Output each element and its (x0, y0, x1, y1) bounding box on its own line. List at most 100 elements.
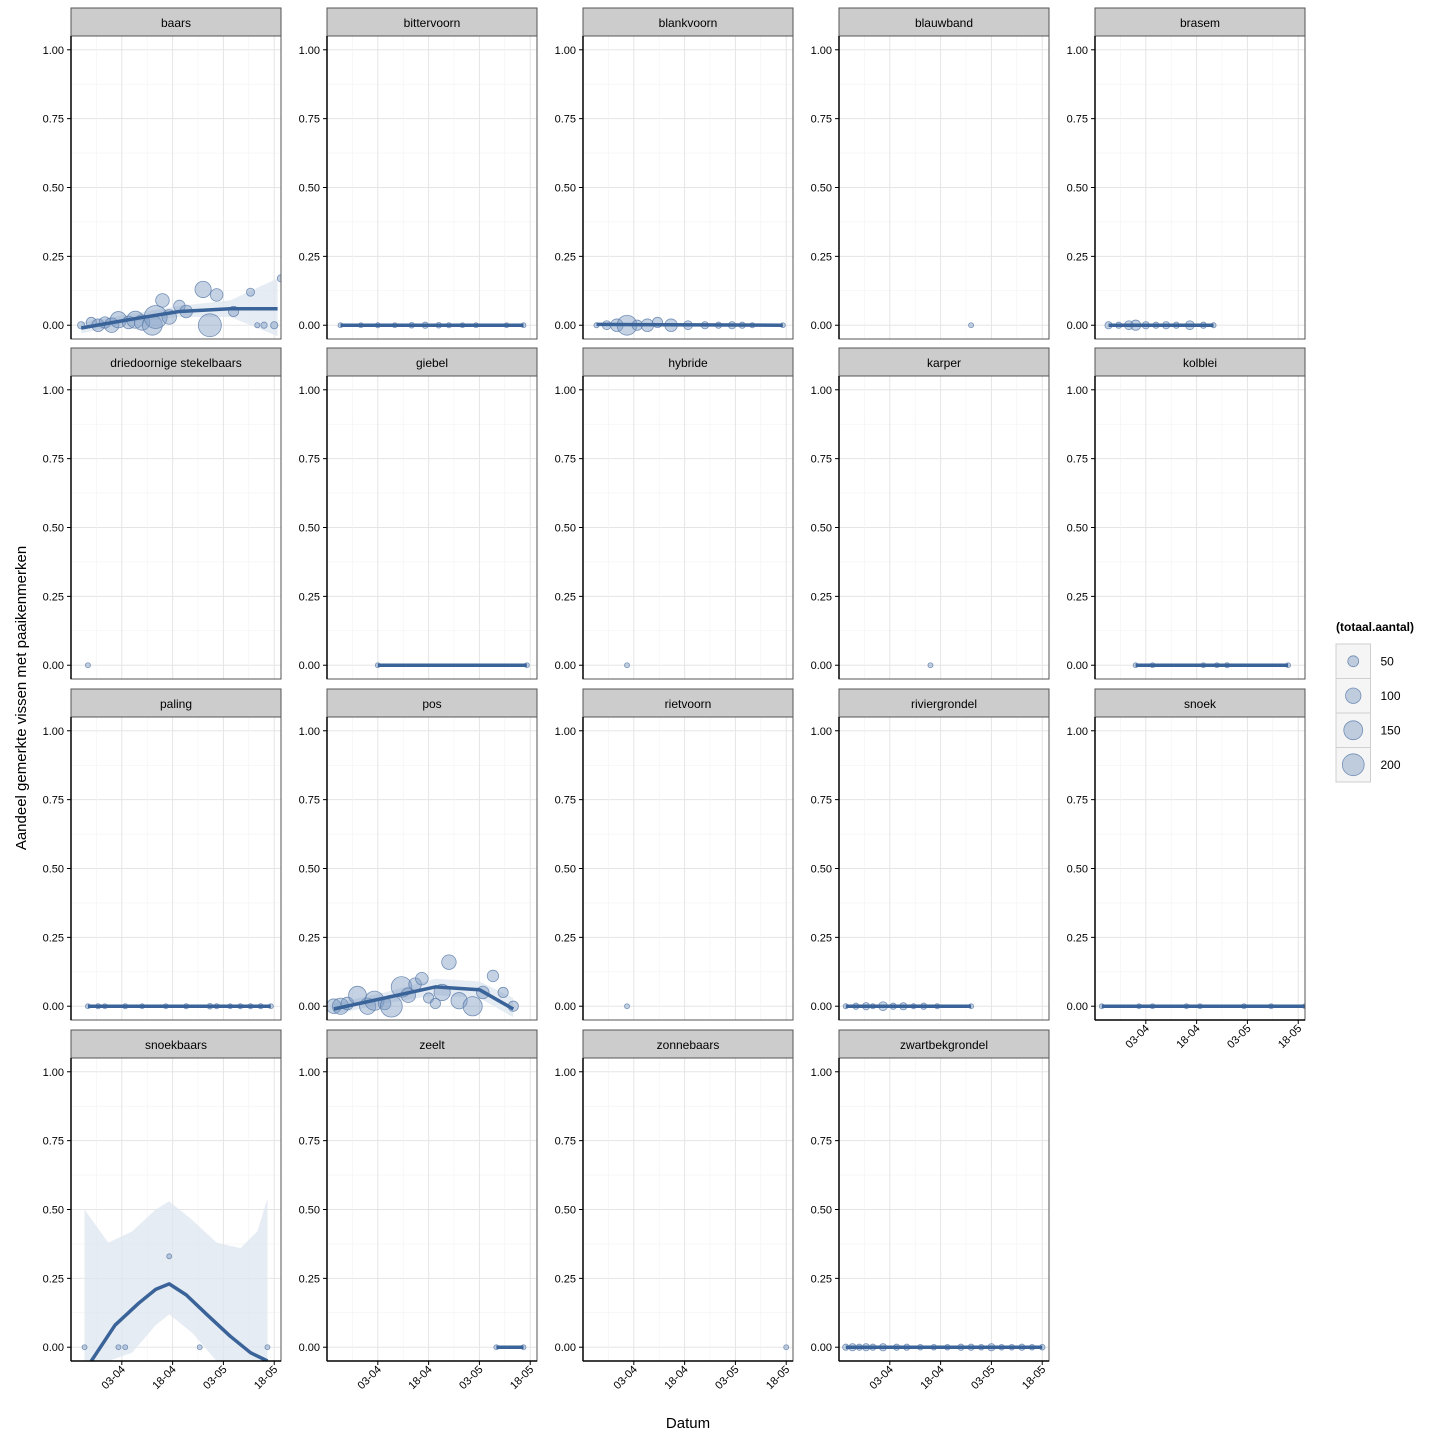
facet-strip (326, 1029, 538, 1059)
y-tick-label: 0.50 (299, 183, 320, 195)
panel-data (968, 322, 974, 329)
panel-snoekbaars: snoekbaars 0.00 0.25 0.50 0.75 1.00 03-04 18-04… (43, 1029, 282, 1392)
y-tick-label: 0.75 (555, 1136, 576, 1148)
y-tick-label: 0.00 (555, 320, 576, 332)
smooth-line (80, 306, 278, 330)
data-point (166, 1253, 173, 1260)
legend-key-symbol (1345, 687, 1362, 704)
panel-data (374, 662, 530, 669)
y-tick-label: 0.25 (299, 932, 320, 944)
data-point (122, 1344, 129, 1351)
facet-strip (582, 1029, 794, 1059)
x-tick-label: 03-05 (969, 1364, 997, 1392)
facet-label: baars (161, 16, 191, 30)
data-point (783, 1344, 790, 1351)
y-tick-label: 0.25 (555, 591, 576, 603)
panel-data (85, 1003, 274, 1010)
data-point (462, 996, 483, 1017)
y-tick-label: 1.00 (43, 385, 64, 397)
y-tick-label: 0.25 (43, 251, 64, 263)
panel-pos: pos 0.00 0.25 0.50 0.75 1.00 (299, 688, 538, 1021)
legend: (totaal.aantal) 50 100 150 200 (1335, 620, 1414, 783)
y-tick-label: 0.75 (555, 795, 576, 807)
y-tick-label: 1.00 (299, 45, 320, 57)
panel-data (493, 1344, 527, 1351)
panel-data (842, 1343, 1046, 1352)
data-point (624, 1003, 630, 1010)
panel-rietvoorn: rietvoorn 0.00 0.25 0.50 0.75 1.00 (555, 688, 794, 1021)
data-point (441, 954, 457, 970)
panel-riviergrondel: riviergrondel 0.00 0.25 0.50 0.75 1.00 (811, 688, 1050, 1021)
confidence-ribbon (81, 278, 278, 337)
data-point (85, 662, 91, 669)
data-point (497, 986, 509, 998)
legend-keys: 50 100 150 200 (1335, 643, 1401, 783)
y-tick-label: 1.00 (811, 385, 832, 397)
panel-giebel: giebel 0.00 0.25 0.50 0.75 1.00 (299, 347, 538, 680)
legend-key-label: 100 (1381, 689, 1401, 703)
y-tick-label: 0.25 (299, 591, 320, 603)
data-point (486, 969, 500, 983)
y-tick-label: 0.00 (555, 1342, 576, 1354)
x-tick-label: 03-04 (868, 1364, 896, 1392)
grid-lines (327, 376, 537, 679)
data-point (415, 971, 429, 986)
x-tick-label: 03-04 (100, 1364, 128, 1392)
legend-key-symbol (1341, 753, 1365, 777)
y-tick-label: 0.75 (811, 1136, 832, 1148)
y-tick-label: 0.50 (811, 1205, 832, 1217)
legend-key-label: 200 (1381, 758, 1401, 772)
y-tick-label: 0.25 (43, 1273, 64, 1285)
data-point (264, 1344, 271, 1351)
y-tick-label: 0.00 (299, 660, 320, 672)
y-tick-label: 0.75 (299, 454, 320, 466)
y-tick-label: 0.75 (299, 795, 320, 807)
y-tick-label: 0.00 (555, 1001, 576, 1013)
data-point (246, 287, 255, 297)
x-tick-label: 03-05 (713, 1364, 741, 1392)
y-tick-label: 1.00 (1067, 385, 1088, 397)
legend-key-symbol (1343, 720, 1364, 741)
y-tick-label: 0.50 (555, 864, 576, 876)
data-point (196, 1344, 203, 1351)
legend-key-box (1335, 712, 1371, 748)
panel-snoek: snoek 0.00 0.25 0.50 0.75 1.00 03-04 18-04 03-05… (1067, 688, 1306, 1051)
y-tick-label: 0.50 (1067, 183, 1088, 195)
grid-lines (1095, 36, 1305, 339)
y-tick-label: 0.75 (43, 1136, 64, 1148)
panel-zonnebaars: zonnebaars 0.00 0.25 0.50 0.75 1.00 03-04 18-04… (555, 1029, 794, 1392)
grid-lines (839, 376, 1049, 679)
y-tick-label: 0.00 (555, 660, 576, 672)
y-tick-label: 1.00 (43, 1067, 64, 1079)
grid-lines (583, 717, 793, 1020)
x-tick-label: 03-05 (457, 1364, 485, 1392)
x-tick-label: 03-05 (1225, 1023, 1253, 1051)
y-tick-label: 0.75 (299, 1136, 320, 1148)
y-tick-label: 0.75 (811, 454, 832, 466)
data-point (194, 280, 212, 298)
y-tick-label: 0.50 (555, 183, 576, 195)
y-tick-label: 0.50 (43, 864, 64, 876)
y-tick-label: 1.00 (1067, 726, 1088, 738)
y-tick-label: 0.25 (811, 591, 832, 603)
y-tick-label: 1.00 (299, 1067, 320, 1079)
data-point (254, 322, 261, 329)
panel-data (593, 314, 786, 336)
panel-bittervoorn: bittervoorn 0.00 0.25 0.50 0.75 1.00 (299, 7, 538, 340)
y-tick-label: 0.50 (43, 1205, 64, 1217)
y-tick-label: 0.75 (1067, 454, 1088, 466)
y-tick-label: 0.75 (43, 795, 64, 807)
x-tick-label: 18-05 (508, 1364, 536, 1392)
panel-data (927, 662, 934, 669)
facet-label: pos (422, 697, 441, 711)
data-point (968, 322, 974, 329)
y-tick-label: 0.00 (299, 1001, 320, 1013)
y-tick-label: 1.00 (299, 385, 320, 397)
facet-label: brasem (1180, 16, 1220, 30)
y-tick-label: 0.50 (43, 523, 64, 535)
panel-blankvoorn: blankvoorn 0.00 0.25 0.50 0.75 1.00 (555, 7, 794, 340)
data-point (270, 321, 279, 330)
facet-strip (1094, 688, 1306, 718)
y-tick-label: 0.50 (811, 864, 832, 876)
